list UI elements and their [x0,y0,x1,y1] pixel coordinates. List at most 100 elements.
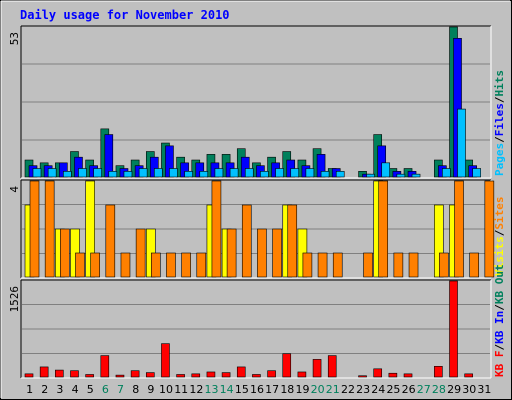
bar-sites-day-13 [211,180,222,278]
x-tick-label-day-16: 16 [250,383,264,396]
bar-kbf-day-6 [100,355,110,378]
x-tick-label-day-3: 3 [56,383,63,396]
bar-kbf-day-28 [434,366,443,378]
panel-kbytes: 1526 [8,279,492,379]
legend-item-sites: Sites [493,197,506,230]
bar-kbf-day-3 [55,369,64,378]
legend-separator: / [493,96,506,103]
x-tick-label-day-23: 23 [356,383,370,396]
x-tick-label-day-21: 21 [326,383,340,396]
bar-kbf-day-8 [130,370,140,378]
bar-files-day-6 [104,134,114,178]
bar-pages-day-5 [93,168,102,178]
legend-item-files: Files [493,103,506,136]
bar-pages-day-23 [366,173,375,178]
x-tick-label-day-10: 10 [159,383,173,396]
bar-kbf-day-15 [236,366,246,378]
bar-kbf-day-13 [206,371,216,378]
bar-visits-day-5 [85,180,95,278]
bar-sites-day-1 [29,180,40,278]
bar-pages-day-25 [396,173,406,178]
bar-sites-day-31 [484,180,495,278]
bar-pages-day-30 [472,168,481,178]
bar-sites-day-26 [408,252,419,278]
legend-item-kb-in: KB In [493,311,506,344]
x-tick-label-day-11: 11 [174,383,188,396]
bar-visits-day-28 [434,204,444,278]
bar-kbf-day-25 [388,372,398,378]
bar-sites-day-9 [150,252,161,278]
x-tick-label-day-19: 19 [295,383,309,396]
bar-sites-day-25 [393,252,404,278]
bar-pages-day-21 [335,171,345,178]
bar-pages-day-12 [199,171,209,178]
bar-kbf-day-30 [464,373,473,378]
bar-sites-day-23 [363,252,373,278]
bar-kbf-day-29 [449,280,458,378]
legend-kbytes: KB F/KB In/KB Out [493,264,506,377]
bar-pages-day-3 [63,171,72,178]
bar-pages-day-2 [47,168,57,178]
bar-kbf-day-19 [297,371,307,378]
bar-pages-day-4 [78,168,87,178]
x-tick-label-day-6: 6 [102,383,109,396]
bar-pages-day-28 [442,168,451,178]
bar-kbf-day-10 [161,343,170,378]
bar-pages-day-19 [305,168,315,178]
bar-kbf-day-21 [327,355,337,378]
x-tick-label-day-31: 31 [477,383,491,396]
bar-kbf-day-9 [145,372,155,378]
bar-pages-day-17 [275,168,284,178]
legend-sites-visits: Visits/Sites [493,197,506,277]
bar-kbf-day-24 [373,368,383,378]
x-tick-label-day-9: 9 [147,383,154,396]
legend-separator: / [493,229,506,236]
bar-pages-day-10 [169,168,178,178]
chart-panels: 53 4 1526 [8,25,495,379]
panel-hits-files-pages: 53 [8,25,492,179]
x-tick-label-day-15: 15 [235,383,249,396]
bar-pages-day-9 [153,168,163,178]
bar-sites-day-15 [241,204,252,278]
x-tick-label-day-27: 27 [417,383,431,396]
bar-kbf-day-11 [176,374,185,378]
legend-separator: / [493,304,506,311]
bar-pages-day-18 [290,168,300,178]
bar-sites-day-18 [287,204,298,278]
legend-separator: / [493,344,506,351]
legend-item-kb-out: KB Out [493,264,506,304]
x-tick-label-day-7: 7 [117,383,124,396]
x-tick-label-day-18: 18 [280,383,294,396]
bar-pages-day-7 [123,171,133,178]
y-max-label-kbytes: 1526 [8,286,21,313]
legend-item-visits: Visits [493,236,506,276]
bar-sites-day-14 [226,228,237,278]
x-tick-label-day-4: 4 [72,383,79,396]
legend-hits-files-pages-text: Pages/Files/Hits [493,70,506,176]
bar-sites-day-8 [135,228,146,278]
bar-kbf-day-18 [282,353,292,378]
legend-kbytes-text: KB F/KB In/KB Out [493,264,506,377]
bar-sites-day-19 [302,252,313,278]
bar-sites-day-24 [378,180,389,278]
x-tick-label-day-22: 22 [341,383,355,396]
panel-sites-visits: 4 [8,179,495,279]
bar-kbf-day-14 [221,372,231,378]
bar-sites-day-30 [469,252,479,278]
legend-item-kb-f: KB F [493,351,506,378]
bar-sites-day-11 [181,252,191,278]
bar-sites-day-4 [75,252,85,278]
bar-sites-day-29 [454,180,464,278]
bar-sites-day-21 [332,252,343,278]
bar-sites-day-3 [60,228,70,278]
x-tick-label-day-25: 25 [386,383,400,396]
y-max-label-hits: 53 [8,32,21,45]
bar-sites-day-17 [272,228,282,278]
legend-item-pages: Pages [493,143,506,176]
bar-sites-day-16 [257,228,267,278]
x-tick-label-day-12: 12 [189,383,203,396]
bar-sites-day-7 [120,252,131,278]
bar-kbf-day-20 [312,359,322,378]
bar-pages-day-8 [138,168,148,178]
